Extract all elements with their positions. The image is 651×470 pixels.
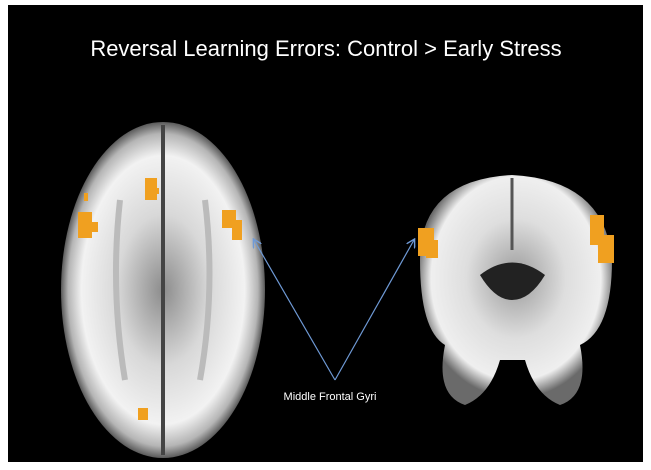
arrow (254, 240, 336, 381)
annotation-label: Middle Frontal Gyri (284, 391, 377, 403)
arrow (334, 240, 414, 381)
axial-brain-image (61, 122, 265, 458)
coronal-brain-image (418, 175, 614, 405)
slide-title: Reversal Learning Errors: Control > Earl… (90, 36, 561, 61)
